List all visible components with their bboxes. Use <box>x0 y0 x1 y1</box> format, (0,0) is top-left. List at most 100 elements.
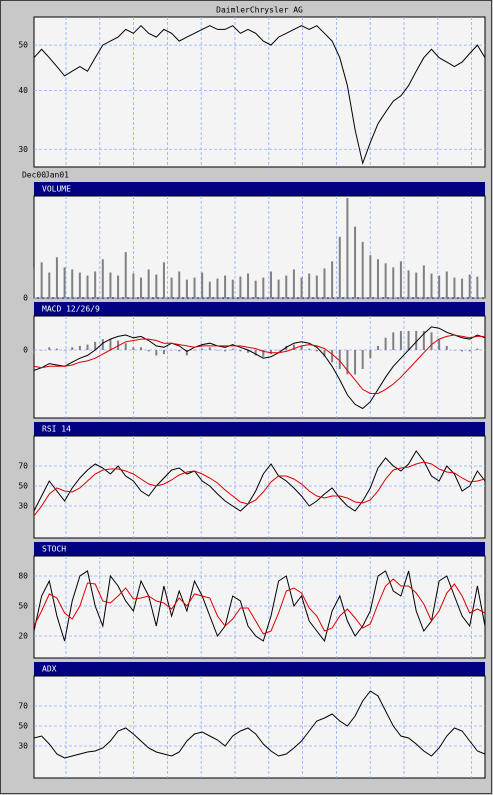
bar <box>224 275 227 298</box>
bar <box>468 350 471 352</box>
bar <box>331 350 334 363</box>
y-tick-label: 50 <box>18 41 28 50</box>
bar <box>399 261 402 298</box>
bar <box>292 344 295 350</box>
bar <box>308 273 311 298</box>
series-line <box>33 334 485 394</box>
bar <box>361 350 364 370</box>
bar <box>376 345 379 350</box>
bar <box>124 343 127 350</box>
y-tick-label: 70 <box>18 702 28 711</box>
bar <box>178 350 181 352</box>
bar <box>101 259 104 298</box>
bar <box>369 255 372 298</box>
bar <box>48 272 51 298</box>
bar <box>407 330 410 350</box>
x-tick-label: Jan01 <box>45 171 69 180</box>
bar <box>415 272 418 298</box>
y-tick-label: 50 <box>18 602 28 611</box>
bar <box>468 274 471 298</box>
bar <box>201 272 204 298</box>
bar <box>415 330 418 350</box>
bar <box>78 345 81 350</box>
bar <box>254 280 257 298</box>
bar <box>86 275 89 298</box>
bar <box>33 267 35 298</box>
bar <box>453 277 456 298</box>
y-tick-label: 50 <box>18 722 28 731</box>
bar <box>86 344 89 350</box>
series-line <box>33 690 486 759</box>
panel-title: MACD 12/26/9 <box>42 305 100 314</box>
bar <box>201 348 204 350</box>
y-tick-label: 0 <box>23 294 28 303</box>
bar <box>40 350 43 351</box>
bar <box>170 277 173 298</box>
bar <box>461 278 464 298</box>
bar <box>445 345 448 350</box>
bar <box>239 276 242 298</box>
bar <box>78 272 81 298</box>
panel-header <box>34 182 485 196</box>
bar <box>315 275 318 298</box>
bar <box>354 350 357 375</box>
bar <box>231 279 234 298</box>
bar <box>117 340 120 350</box>
plot-area <box>33 435 486 539</box>
bar <box>132 273 135 298</box>
bar <box>124 252 127 298</box>
bar <box>208 347 211 350</box>
bar <box>461 350 464 352</box>
y-tick-label: 30 <box>18 502 28 511</box>
bar <box>147 350 150 352</box>
bar <box>55 257 58 298</box>
bar <box>430 332 433 350</box>
x-tick-label: Dec00 <box>22 171 46 180</box>
bar <box>308 348 311 350</box>
bar <box>392 332 395 350</box>
bar <box>48 347 51 350</box>
y-tick-label: 30 <box>18 145 28 154</box>
bar <box>453 350 456 351</box>
bar <box>438 339 441 350</box>
plot-area <box>33 195 486 299</box>
bar <box>239 350 242 352</box>
bar <box>384 263 387 298</box>
bar <box>63 267 66 298</box>
chart-title: DaimlerChrysler AG <box>216 6 303 15</box>
bar <box>63 350 66 351</box>
bar <box>155 274 158 298</box>
plot-area <box>33 16 486 168</box>
bar <box>224 350 227 352</box>
bar <box>231 348 234 350</box>
bar <box>109 272 112 298</box>
bar <box>193 277 196 298</box>
bar <box>269 350 272 355</box>
panel-header <box>34 302 485 316</box>
bar <box>476 348 479 350</box>
bar <box>162 262 165 298</box>
bar <box>438 275 441 298</box>
bar <box>193 350 196 351</box>
bar <box>484 279 486 298</box>
bar <box>109 339 112 350</box>
plot-area <box>33 675 486 779</box>
bar <box>484 350 486 352</box>
bar <box>323 268 326 298</box>
bar <box>140 277 143 298</box>
bar <box>422 330 425 350</box>
bar <box>285 275 288 298</box>
y-tick-label: 50 <box>18 482 28 491</box>
bar <box>216 278 219 298</box>
plot-area <box>33 555 486 659</box>
series-line <box>33 326 486 410</box>
bar <box>262 350 265 357</box>
bar <box>94 271 97 298</box>
bar <box>140 347 143 350</box>
series-line <box>33 450 486 512</box>
bar <box>101 339 104 350</box>
bar <box>323 350 326 357</box>
bar <box>185 279 188 298</box>
bar <box>331 261 334 298</box>
